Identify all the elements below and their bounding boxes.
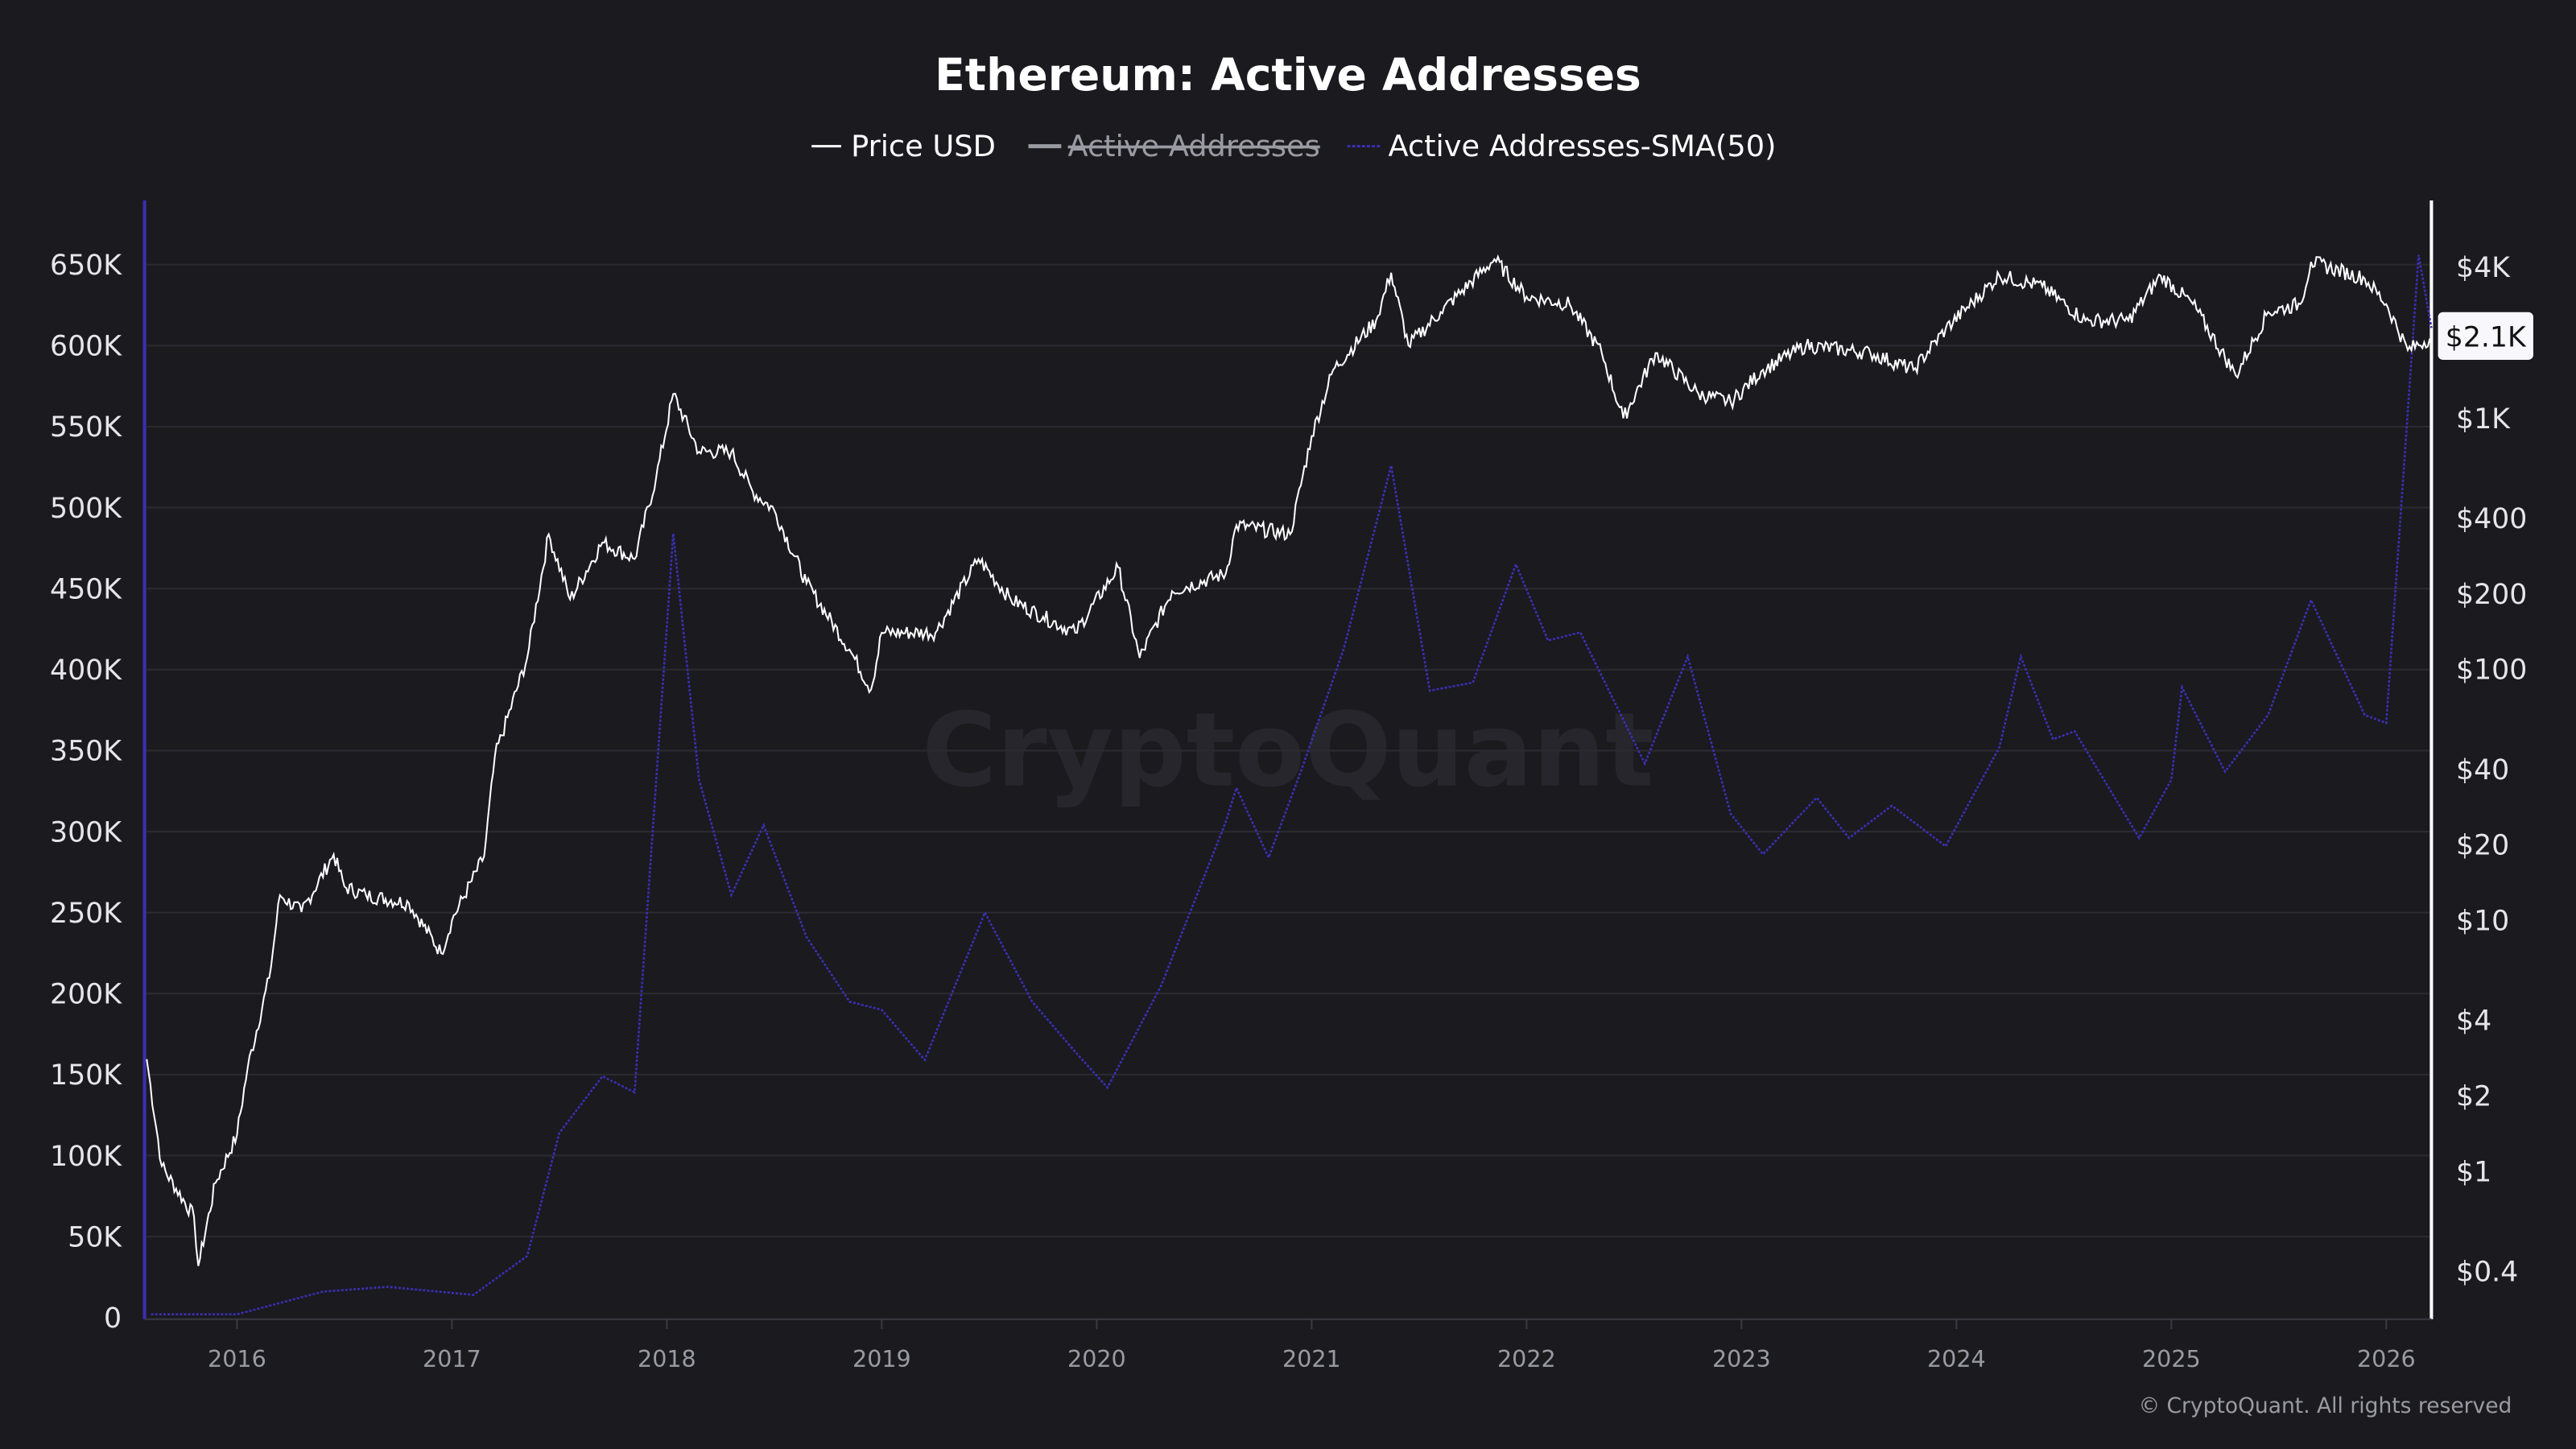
left-tick-label: 450K xyxy=(50,573,122,605)
right-tick-label: $20 xyxy=(2456,830,2509,862)
copyright: © CryptoQuant. All rights reserved xyxy=(2139,1393,2512,1418)
right-tick-label: $1 xyxy=(2456,1156,2491,1188)
series-line-price xyxy=(146,254,2433,1266)
right-tick-label: $40 xyxy=(2456,754,2509,786)
legend: Price USD Active Addresses Active Addres… xyxy=(811,129,1776,163)
x-tick-label: 2018 xyxy=(638,1345,696,1373)
left-tick-label: 500K xyxy=(50,493,122,525)
x-tick-label: 2019 xyxy=(852,1345,911,1373)
x-tick-label: 2022 xyxy=(1497,1345,1556,1373)
right-tick-label: $100 xyxy=(2456,654,2527,687)
legend-item-active-addresses[interactable]: Active Addresses xyxy=(1028,129,1320,163)
x-tick-label: 2025 xyxy=(2142,1345,2201,1373)
x-tick-label: 2026 xyxy=(2357,1345,2416,1373)
right-tick-label: $400 xyxy=(2456,503,2527,535)
right-tick-label: $1K xyxy=(2456,403,2511,436)
x-tick-label: 2024 xyxy=(1927,1345,1986,1373)
right-tick-label: $2 xyxy=(2456,1080,2491,1113)
legend-item-sma[interactable]: Active Addresses-SMA(50) xyxy=(1347,129,1776,163)
left-tick-label: 150K xyxy=(50,1059,122,1092)
legend-label-active-addresses: Active Addresses xyxy=(1068,129,1320,163)
left-tick-label: 550K xyxy=(50,411,122,444)
left-tick-label: 100K xyxy=(50,1141,122,1173)
series-line-sma xyxy=(151,254,2433,1315)
x-tick-label: 2023 xyxy=(1712,1345,1771,1373)
gridlines xyxy=(144,263,2432,1238)
left-tick-label: 50K xyxy=(68,1221,122,1253)
legend-item-price[interactable]: Price USD xyxy=(811,129,996,163)
right-tick-label: $10 xyxy=(2456,906,2509,938)
right-axis: $0.4 $1 $2 $4 $10 $20 $40 $100 $200 $400 $1K $4K xyxy=(2456,252,2527,1288)
x-tick-label: 2020 xyxy=(1067,1345,1126,1373)
right-tick-label: $200 xyxy=(2456,579,2527,611)
left-tick-label: 300K xyxy=(50,816,122,848)
x-tick-label: 2021 xyxy=(1282,1345,1341,1373)
x-tick-label: 2017 xyxy=(423,1345,481,1373)
legend-label-price: Price USD xyxy=(851,129,996,163)
chart-title: Ethereum: Active Addresses xyxy=(935,49,1641,101)
right-tick-label: $4 xyxy=(2456,1005,2491,1038)
left-tick-label: 400K xyxy=(50,654,122,687)
legend-label-sma: Active Addresses-SMA(50) xyxy=(1388,129,1776,163)
x-tick-label: 2016 xyxy=(208,1345,266,1373)
left-axis: 0 50K 100K 150K 200K 250K 300K 350K 400K 450K 500K… xyxy=(50,250,122,1335)
left-tick-label: 200K xyxy=(50,979,122,1011)
left-tick-label: 250K xyxy=(50,898,122,930)
left-tick-label: 600K xyxy=(50,331,122,363)
x-axis: 2016 2017 2018 2019 2020 2021 2022 2023 2024 2025… xyxy=(208,1319,2416,1373)
right-tick-label: $4K xyxy=(2456,252,2511,284)
left-tick-label: 650K xyxy=(50,250,122,282)
right-tick-label: $0.4 xyxy=(2456,1256,2518,1288)
current-price-label: $2.1K xyxy=(2438,312,2533,360)
current-price-text: $2.1K xyxy=(2446,322,2527,354)
left-tick-label: 350K xyxy=(50,736,122,768)
left-tick-label: 0 xyxy=(104,1302,122,1335)
